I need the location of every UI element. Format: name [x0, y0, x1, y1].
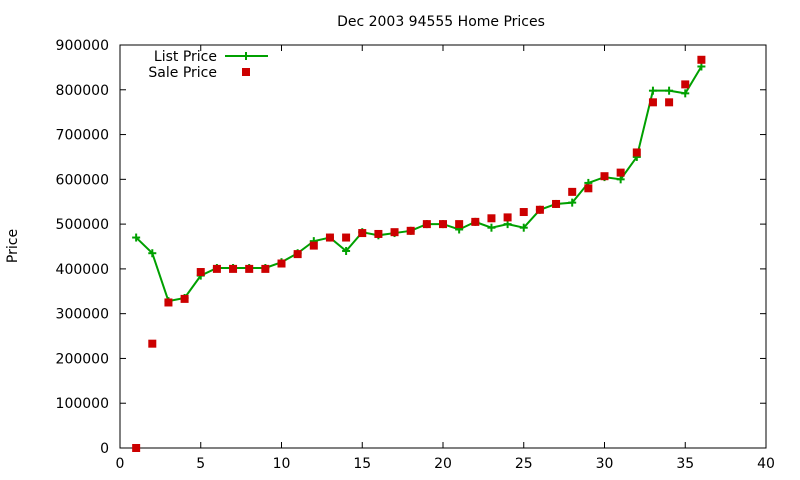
sale-price-point [196, 268, 205, 277]
sale-price-point [374, 229, 383, 238]
sale-price-point [471, 217, 480, 226]
sale-price-point [277, 259, 286, 268]
list-price-point [648, 86, 657, 95]
sale-price-point [358, 229, 367, 238]
x-tick-label: 20 [434, 456, 452, 472]
sale-price-point [616, 168, 625, 177]
legend-label: Sale Price [148, 65, 217, 81]
y-tick-label: 200000 [56, 351, 109, 367]
y-tick-label: 400000 [56, 262, 109, 278]
list-price-point [132, 233, 141, 242]
x-tick-label: 25 [515, 456, 533, 472]
sale-price-point [261, 264, 270, 273]
sale-price-point [535, 205, 544, 214]
y-tick-label: 300000 [56, 307, 109, 323]
sale-price-point [648, 98, 657, 107]
y-tick-label: 700000 [56, 128, 109, 144]
list-price-point [503, 220, 512, 229]
legend-label: List Price [154, 49, 217, 65]
list-price-point [697, 62, 706, 71]
sale-price-point [503, 213, 512, 222]
sale-price-point [422, 220, 431, 229]
x-tick-label: 30 [596, 456, 614, 472]
series-sale-price [132, 55, 706, 452]
list-price-point [681, 89, 690, 98]
sale-price-point [293, 250, 302, 259]
sale-price-point [325, 233, 334, 242]
plot-area: 0 5 10 15 20 25 30 35 40 0 100000 200000 300000 40000… [56, 38, 775, 472]
legend-square [242, 68, 250, 76]
sale-price-point [552, 199, 561, 208]
sale-price-point [148, 339, 157, 348]
list-price-point [342, 246, 351, 255]
sale-price-point [245, 264, 254, 273]
list-price-point [519, 223, 528, 232]
sale-price-point [180, 294, 189, 303]
y-tick-label: 900000 [56, 38, 109, 54]
list-price-point [616, 175, 625, 184]
y-tick-label: 500000 [56, 217, 109, 233]
sale-price-point [439, 220, 447, 229]
x-tick-label: 0 [116, 456, 125, 472]
sale-price-point [584, 184, 593, 193]
list-price-point [148, 249, 157, 258]
x-tick-label: 15 [353, 456, 371, 472]
sale-price-point [406, 226, 415, 235]
sale-price-point [309, 241, 318, 250]
x-tick-label: 5 [196, 456, 205, 472]
list-price-line [135, 65, 703, 303]
sale-price-point [487, 214, 496, 223]
chart-title: Dec 2003 94555 Home Prices [337, 14, 545, 30]
sale-price-point [342, 233, 351, 242]
list-price-point [487, 223, 496, 232]
sale-price-point [568, 187, 577, 196]
sale-price-point [600, 172, 609, 181]
sale-price-point [229, 264, 238, 273]
y-tick-label: 100000 [56, 396, 109, 412]
sale-price-point [697, 55, 706, 64]
x-tick-label: 10 [273, 456, 291, 472]
sale-price-point [632, 148, 641, 157]
y-tick-label: 0 [100, 441, 109, 457]
x-tick-label: 35 [676, 456, 694, 472]
list-price-point [568, 198, 577, 207]
sale-price-point [519, 208, 528, 217]
sale-price-point [212, 264, 221, 273]
x-tick-label: 40 [757, 456, 775, 472]
sale-price-point [164, 298, 173, 307]
sale-price-point [132, 444, 141, 452]
y-tick-label: 800000 [56, 83, 109, 99]
sale-price-point [665, 98, 674, 107]
sale-price-point [681, 80, 690, 89]
list-price-point [665, 86, 674, 95]
y-axis-label: Price [5, 229, 21, 263]
y-tick-label: 600000 [56, 172, 109, 188]
sale-price-point [390, 228, 399, 237]
sale-price-point [455, 220, 464, 229]
